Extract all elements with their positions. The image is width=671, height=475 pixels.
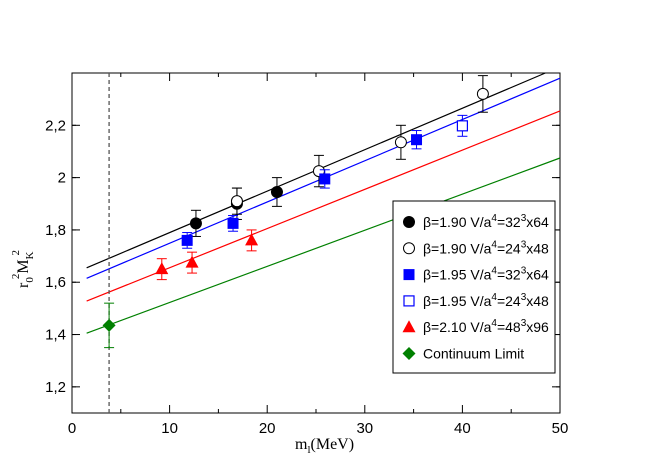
beta210-48-point (245, 233, 259, 246)
legend-label-part: 4 (491, 292, 497, 303)
beta190-24-point (230, 195, 243, 208)
legend-label-part: β=1.95 V/a (423, 267, 492, 283)
legend-label: β=1.95 V/a4=323x64 (423, 266, 549, 283)
x-tick-label: 40 (454, 420, 471, 437)
beta195-32-point (181, 234, 193, 246)
legend-marker (402, 320, 416, 333)
legend-label-part: β=2.10 V/a (423, 319, 492, 335)
legend-label-part: 3 (521, 266, 527, 277)
legend-label-part: =24 (497, 240, 521, 256)
y-axis-label: r02MK2 (10, 250, 36, 288)
legend-label-part: β=1.90 V/a (423, 214, 492, 230)
legend-label-part: x48 (526, 240, 549, 256)
data-points (102, 75, 489, 349)
legend-label-part: β=1.90 V/a (423, 240, 492, 256)
beta190-24-point (476, 87, 489, 100)
x-tick-label: 10 (161, 420, 178, 437)
x-tick-label: 20 (259, 420, 276, 437)
beta190-24-point (394, 136, 407, 149)
axis-ticks: 0 10 20 30 40 50 1,2 1,4 1,6 1,8 2 2,2 (45, 73, 568, 437)
legend-label: β=1.90 V/a4=323x64 (423, 213, 549, 230)
legend-box (392, 200, 556, 374)
legend-label-part: x64 (526, 267, 549, 283)
y-tick-label: 2 (58, 170, 66, 187)
beta210-48-point (185, 255, 199, 268)
beta195-32-point (227, 217, 239, 229)
beta210-48-point (155, 262, 169, 275)
legend-label-part: β=1.95 V/a (423, 293, 492, 309)
legend-label-part: 4 (491, 213, 497, 224)
legend-marker (403, 242, 415, 255)
fit-continuum (86, 157, 561, 334)
legend-label-part: 3 (521, 239, 527, 250)
legend-label-part: x64 (526, 214, 549, 230)
x-tick-label: 30 (356, 420, 373, 437)
y-tick-label: 2,2 (45, 117, 66, 134)
legend-label-part: =32 (497, 214, 521, 230)
y-tick-label: 1,4 (45, 327, 66, 344)
legend-label-part: 4 (491, 318, 497, 329)
x-tick-label: 50 (552, 420, 569, 437)
legend-label-part: x48 (526, 293, 549, 309)
legend-label-part: =32 (497, 267, 521, 283)
legend-label: Continuum Limit (423, 346, 524, 362)
legend-marker (403, 269, 415, 281)
legend-label-part: x96 (526, 319, 549, 335)
legend-label: β=1.90 V/a4=243x48 (423, 239, 549, 256)
legend-marker (402, 347, 416, 360)
legend-label-part: =48 (497, 319, 521, 335)
continuum-point (102, 318, 116, 332)
legend-label-part: 3 (521, 292, 527, 303)
y-tick-label: 1,6 (45, 274, 66, 291)
x-tick-label: 0 (68, 420, 76, 437)
legend-label-part: 3 (521, 318, 527, 329)
legend-marker (403, 295, 415, 307)
legend-label: β=1.95 V/a4=243x48 (423, 292, 549, 309)
legend-label-part: =24 (497, 293, 521, 309)
beta195-24-point (456, 120, 468, 132)
y-tick-label: 1,2 (45, 379, 66, 396)
x-axis-label: ml(MeV) (295, 436, 354, 456)
beta190-32-point (270, 186, 283, 198)
y-tick-label: 1,8 (45, 222, 66, 239)
legend-marker (403, 216, 415, 228)
legend-label: β=2.10 V/a4=483x96 (423, 318, 549, 335)
legend-label-part: 3 (521, 213, 527, 224)
legend-label-part: 4 (491, 239, 497, 250)
beta190-32-point (189, 217, 202, 230)
beta195-32-point (319, 173, 331, 185)
beta195-32-point (411, 134, 423, 146)
legend-label-part: 4 (491, 266, 497, 277)
